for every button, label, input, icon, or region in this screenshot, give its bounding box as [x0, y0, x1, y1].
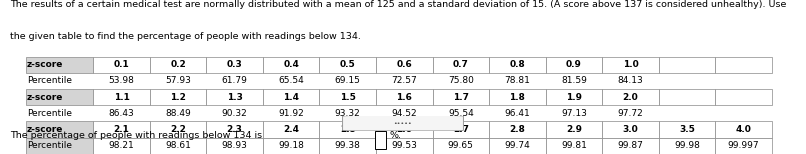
Text: The percentage of people with readings below 134 is: The percentage of people with readings b… — [10, 132, 262, 140]
Bar — [375, 131, 386, 149]
Text: %.: %. — [389, 132, 401, 140]
FancyBboxPatch shape — [343, 116, 463, 131]
Text: •••••: ••••• — [393, 121, 413, 126]
Text: the given table to find the percentage of people with readings below 134.: the given table to find the percentage o… — [10, 32, 360, 41]
Text: The results of a certain medical test are normally distributed with a mean of 12: The results of a certain medical test ar… — [10, 0, 786, 9]
